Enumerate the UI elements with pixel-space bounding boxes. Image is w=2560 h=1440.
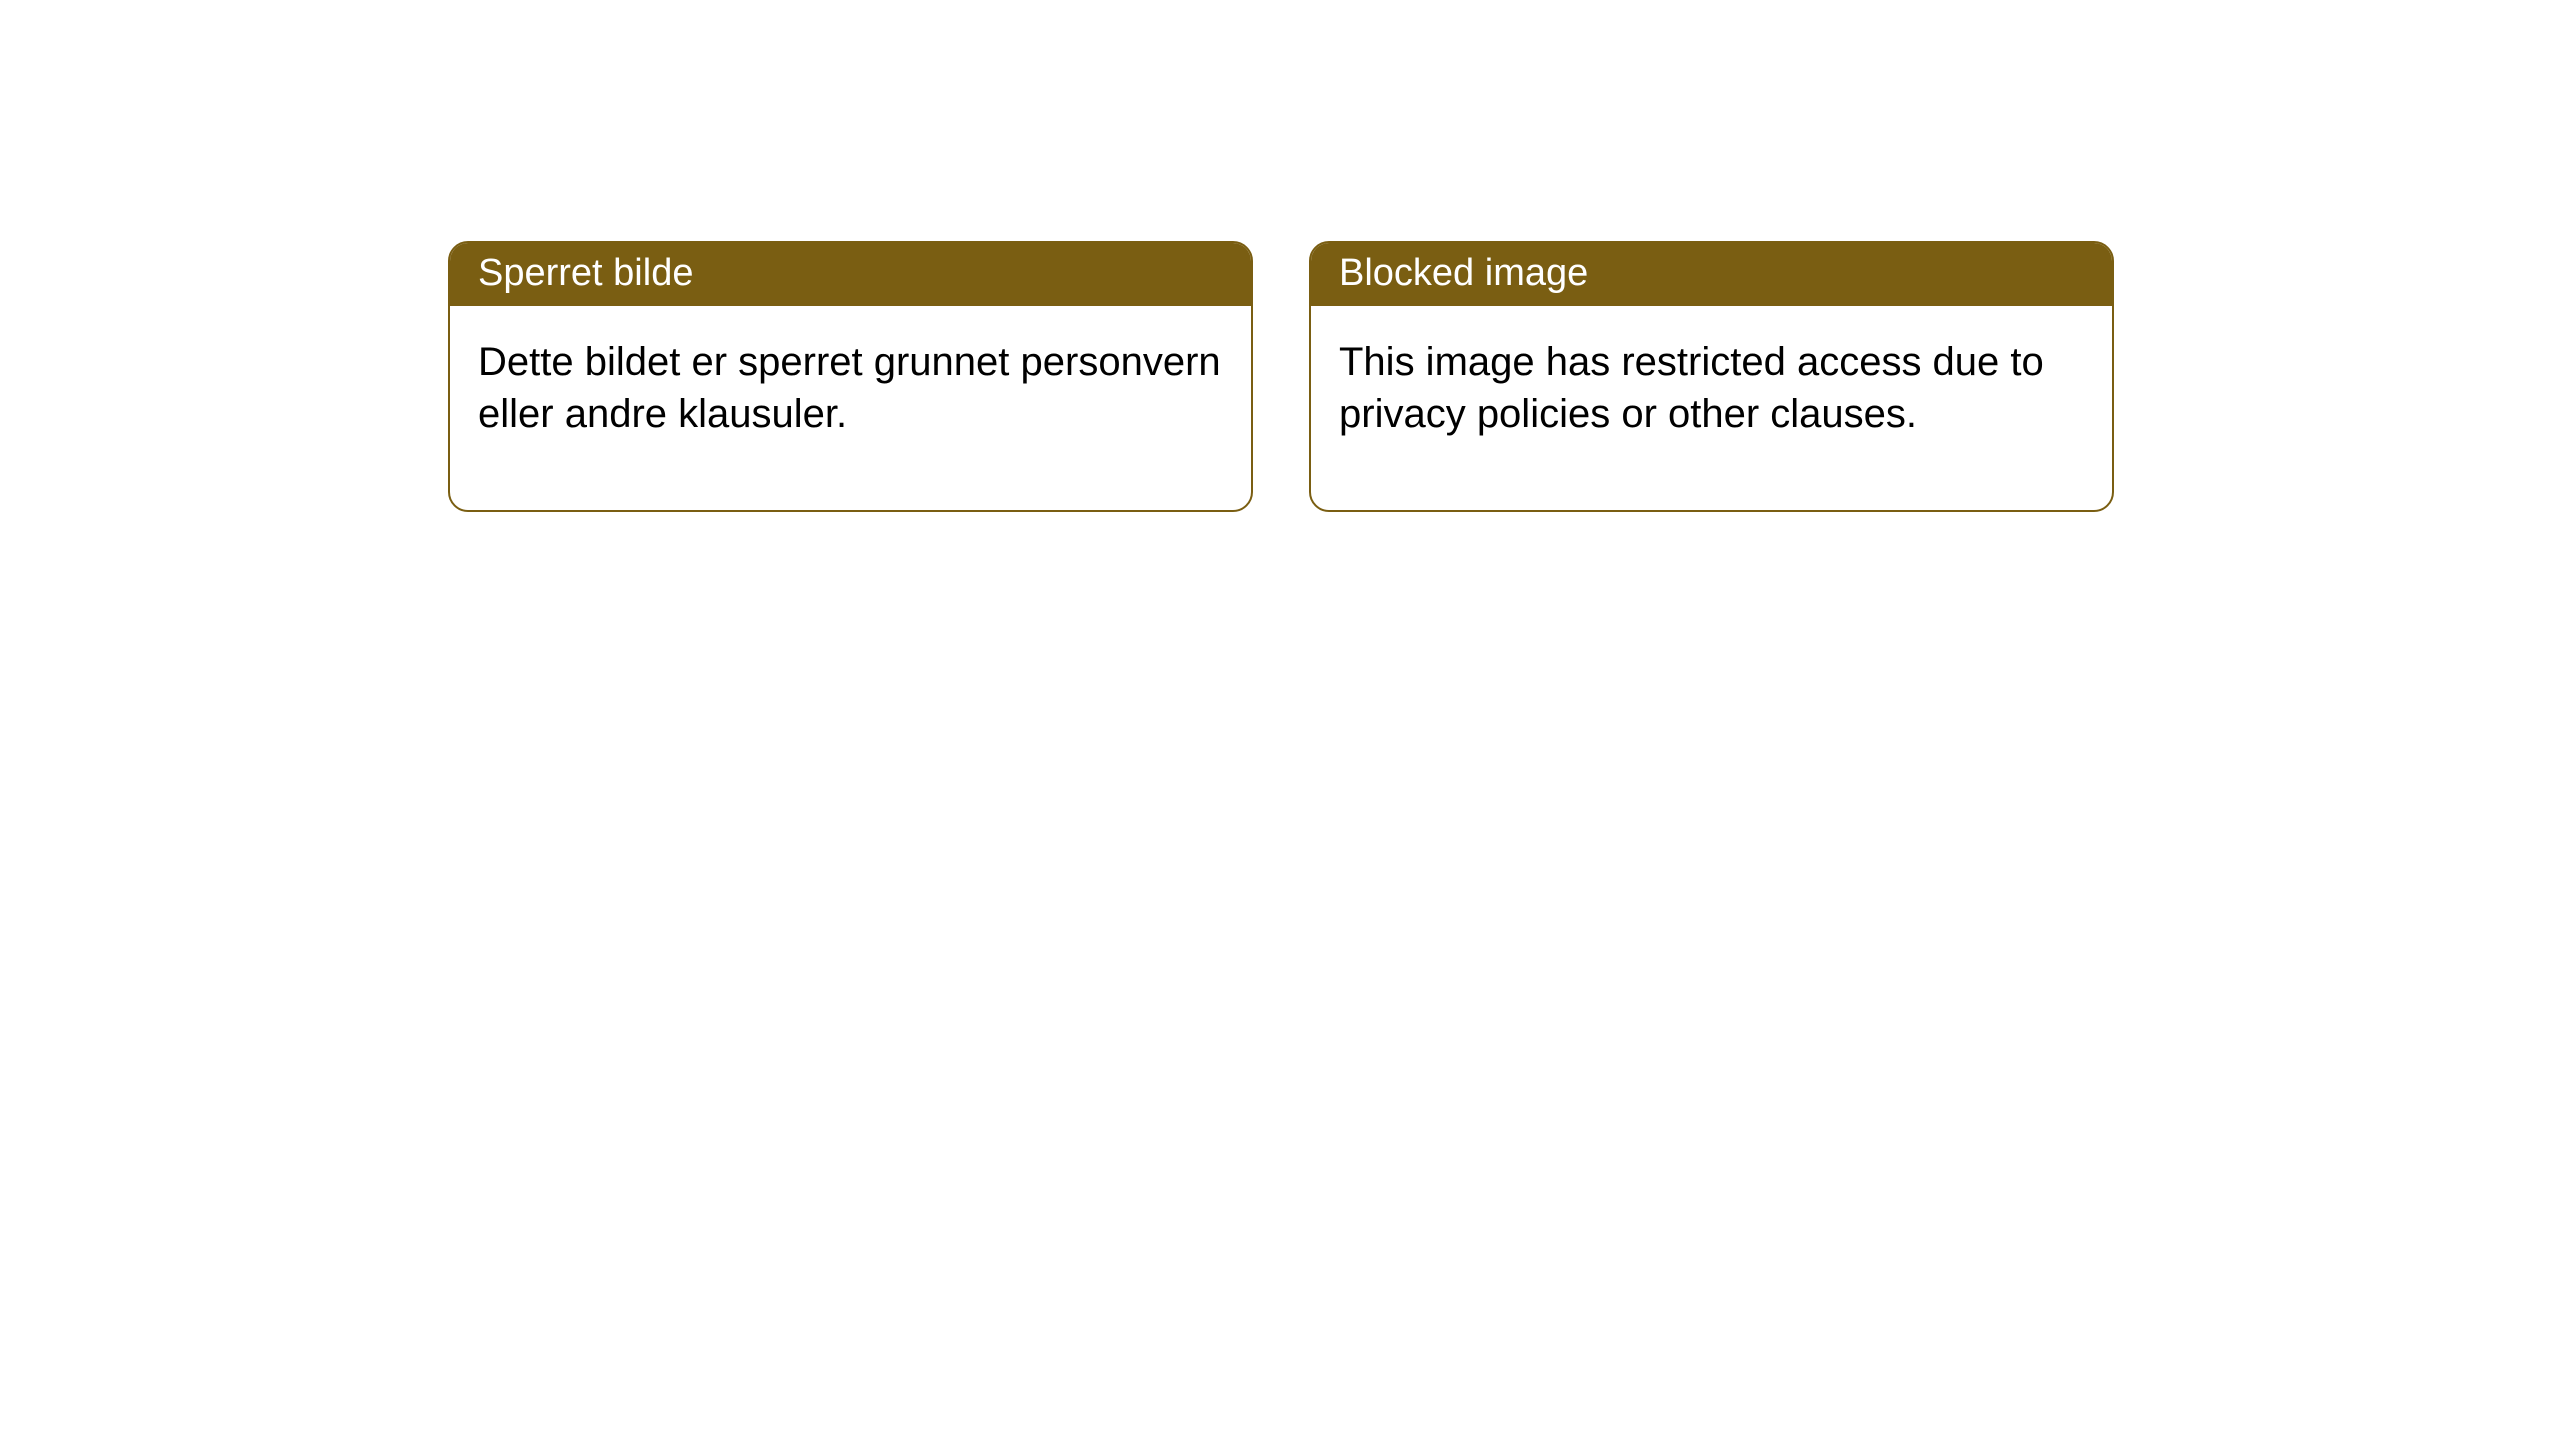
notice-body-english: This image has restricted access due to … [1311,306,2112,510]
notice-title-norwegian: Sperret bilde [450,243,1251,306]
notice-container: Sperret bilde Dette bildet er sperret gr… [0,0,2560,512]
notice-body-norwegian: Dette bildet er sperret grunnet personve… [450,306,1251,510]
notice-title-english: Blocked image [1311,243,2112,306]
notice-card-english: Blocked image This image has restricted … [1309,241,2114,512]
notice-card-norwegian: Sperret bilde Dette bildet er sperret gr… [448,241,1253,512]
